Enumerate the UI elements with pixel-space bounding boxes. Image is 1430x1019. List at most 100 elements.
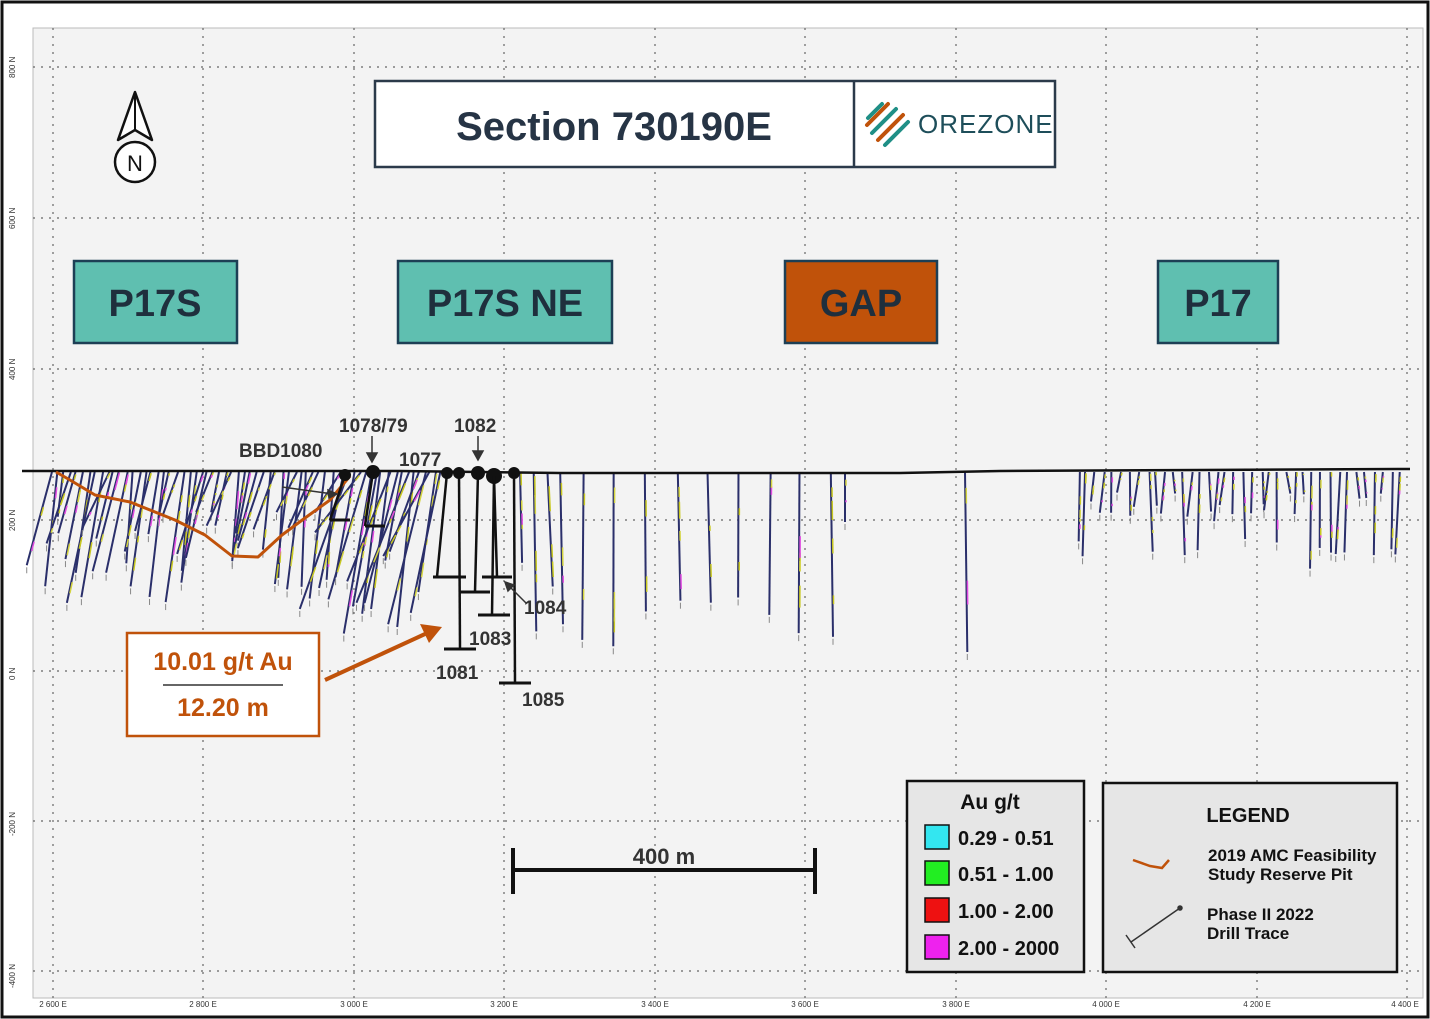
- drill-trace: [148, 471, 165, 598]
- grade-interval: [180, 495, 183, 503]
- drill-trace: [129, 471, 148, 587]
- grade-interval: [336, 557, 343, 573]
- drill-trace: [291, 471, 320, 528]
- drill-trace: [65, 471, 96, 604]
- drill-label-1084: 1084: [524, 598, 567, 619]
- zone-box-bg: [783, 259, 939, 345]
- grade-interval: [364, 536, 368, 545]
- y-tick-label: 400 N: [8, 358, 17, 380]
- legend-drill-line2: Drill Trace: [1207, 924, 1289, 943]
- drill-trace: [1081, 471, 1087, 557]
- drill-trace: [180, 471, 192, 571]
- drill-trace: [1154, 471, 1158, 506]
- grade-interval: [50, 527, 54, 534]
- x-tick-label: 4 200 E: [1243, 1000, 1271, 1009]
- au-swatch: [924, 934, 950, 960]
- grade-interval: [248, 512, 252, 518]
- grade-interval: [548, 486, 551, 498]
- grade-interval: [187, 529, 191, 539]
- grade-interval: [187, 499, 191, 508]
- grade-interval: [60, 496, 65, 505]
- orezone-logo-icon: [865, 102, 910, 147]
- drill-trace: [1132, 471, 1141, 507]
- zone-box-bg: [396, 259, 614, 345]
- callout-arrow: [324, 632, 426, 682]
- grade-interval: [551, 544, 554, 558]
- grade-interval: [412, 479, 418, 490]
- grade-interval: [273, 472, 276, 476]
- grade-interval: [236, 490, 240, 502]
- drill-trace: [157, 471, 170, 518]
- grade-interval: [323, 494, 328, 501]
- drill-trace: [1285, 471, 1292, 494]
- drill-trace: [134, 471, 152, 532]
- grade-interval: [249, 491, 253, 500]
- grade-interval: [106, 491, 110, 497]
- grade-interval: [373, 547, 381, 563]
- phase2-drill-trace: [457, 472, 462, 650]
- zone-label: P17S: [109, 283, 202, 325]
- grade-interval: [221, 494, 224, 500]
- grade-interval: [340, 551, 345, 561]
- grade-interval: [369, 517, 375, 526]
- drill-trace: [91, 471, 120, 572]
- drill-trace: [1148, 471, 1154, 552]
- drill-label-1085: 1085: [522, 690, 565, 711]
- drill-trace: [1379, 471, 1384, 494]
- grade-interval: [171, 489, 174, 493]
- grade-interval: [54, 487, 58, 499]
- phase2-drill-trace: [490, 475, 496, 616]
- grade-interval: [548, 497, 552, 512]
- drill-label-1077: 1077: [399, 450, 441, 471]
- title-box: Section 730190E OREZONE: [373, 79, 1057, 169]
- drill-trace: [363, 471, 399, 604]
- grade-interval: [434, 473, 438, 485]
- grade-interval: [315, 540, 319, 554]
- grade-interval: [375, 498, 382, 511]
- grade-interval: [157, 514, 161, 527]
- grade-interval: [75, 505, 78, 513]
- grade-interval: [149, 473, 152, 479]
- legend-pit-line2: Study Reserve Pit: [1208, 865, 1353, 884]
- grade-interval: [354, 475, 360, 481]
- zone-box-p17: P17: [1156, 259, 1280, 345]
- grade-interval: [309, 566, 317, 582]
- grade-interval: [264, 529, 267, 538]
- grade-interval: [388, 499, 393, 510]
- drill-trace: [1309, 471, 1313, 569]
- drill-trace: [105, 471, 129, 573]
- drill-trace: [1159, 471, 1167, 514]
- drill-trace: [1329, 471, 1333, 553]
- grade-interval: [172, 484, 176, 488]
- grade-interval: [133, 557, 137, 571]
- grade-interval: [343, 489, 349, 496]
- drill-trace: [1171, 471, 1177, 494]
- grade-interval: [262, 499, 267, 506]
- grade-interval: [436, 480, 441, 490]
- drill-trace: [275, 471, 298, 513]
- drill-trace: [706, 471, 712, 603]
- drill-trace: [768, 471, 772, 615]
- scale-bar: 400 m: [511, 844, 817, 894]
- drill-trace: [382, 471, 431, 557]
- grade-interval: [361, 550, 365, 559]
- drill-trace: [1116, 471, 1123, 493]
- grade-interval: [217, 514, 220, 518]
- drill-trace: [361, 471, 382, 614]
- drill-trace: [214, 471, 228, 526]
- grade-interval: [302, 500, 307, 508]
- au-legend-label: 1.00 - 2.00: [958, 901, 1054, 923]
- drill-trace-icon: [1125, 905, 1183, 949]
- grade-interval: [1220, 497, 1223, 502]
- grade-interval: [402, 512, 406, 517]
- drill-trace: [1098, 471, 1106, 513]
- phase2-drill-trace: [363, 471, 375, 527]
- grade-interval: [242, 518, 246, 526]
- drill-trace: [546, 471, 554, 587]
- au-legend-label: 0.51 - 1.00: [958, 864, 1054, 886]
- grade-interval: [40, 506, 45, 516]
- end-of-hole-ticks: [330, 518, 531, 685]
- legend-pit-line1: 2019 AMC Feasibility: [1208, 846, 1377, 865]
- grade-interval: [323, 555, 328, 570]
